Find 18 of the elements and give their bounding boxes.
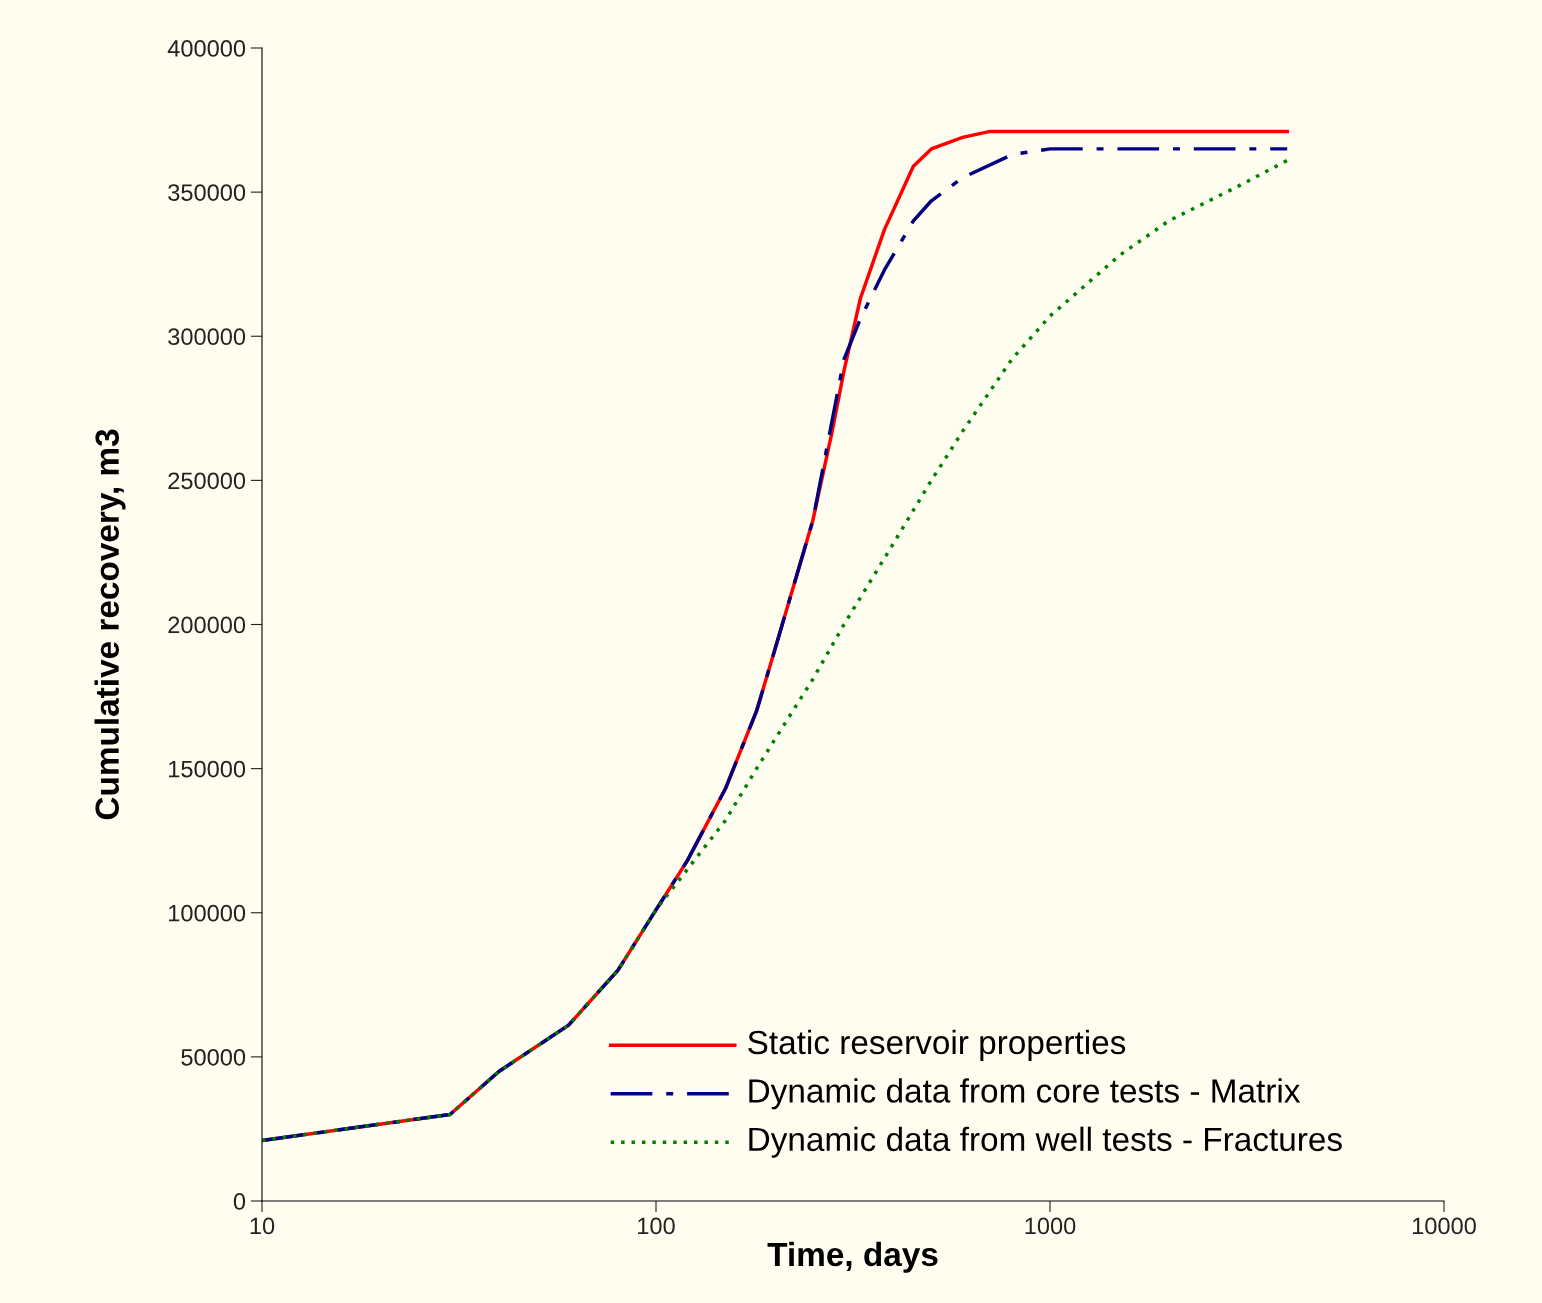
y-tick-label: 200000	[168, 616, 246, 634]
x-tick-label: 1000	[1025, 1217, 1076, 1235]
y-tick-label: 150000	[169, 760, 246, 778]
x-tick-label: 10	[250, 1217, 275, 1235]
y-tick-label: 350000	[168, 184, 246, 201]
y-tick-label: 300000	[168, 328, 246, 346]
x-tick-label: 10000	[1412, 1217, 1476, 1235]
y-tick-label: 0	[233, 1193, 246, 1210]
legend-label: Dynamic data from core tests - Matrix	[749, 1078, 1301, 1110]
x-tick-label: 100	[638, 1217, 675, 1235]
y-tick-label: 100000	[169, 904, 246, 922]
y-tick-label: 250000	[168, 472, 246, 490]
legend-label: Static reservoir properties	[748, 1029, 1126, 1061]
x-axis-title: Time, days	[767, 1241, 938, 1273]
y-tick-label: 400000	[167, 40, 246, 57]
y-axis-title: Cumulative recovery, m3	[94, 429, 126, 820]
y-tick-label: 50000	[181, 1048, 246, 1066]
legend-label: Dynamic data from well tests - Fractures	[749, 1126, 1342, 1158]
